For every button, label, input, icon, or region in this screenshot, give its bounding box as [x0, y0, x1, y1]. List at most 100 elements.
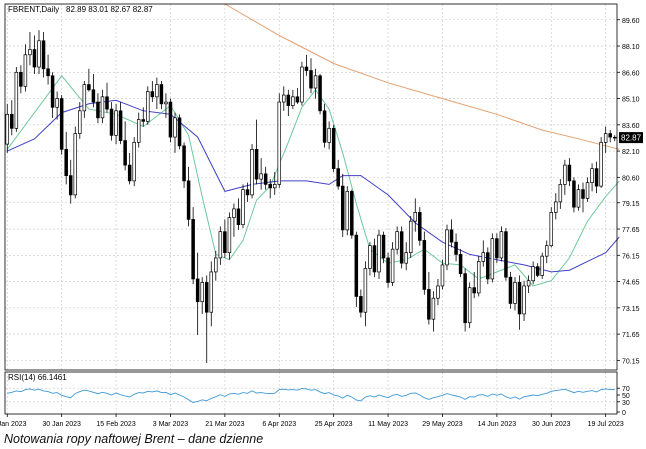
candle — [449, 219, 454, 248]
candle — [182, 142, 186, 188]
candle — [350, 189, 354, 239]
candle — [291, 89, 295, 110]
price-tick-label: 86.60 — [622, 70, 640, 77]
candle — [195, 252, 200, 335]
candle — [345, 186, 350, 236]
candle-body — [14, 71, 19, 129]
candle — [359, 289, 363, 318]
candle — [567, 158, 572, 187]
candle — [408, 215, 413, 258]
candle — [14, 67, 19, 132]
candle-body — [223, 231, 227, 254]
candle — [277, 93, 282, 188]
candle-body — [123, 140, 127, 166]
candle-body — [354, 234, 359, 297]
candle — [322, 103, 327, 148]
candle-body — [209, 271, 214, 313]
chart-area: 89.60 88.10 86.60 85.10 83.60 82.10 80.60 79.15… — [0, 3, 643, 428]
candle — [282, 86, 286, 111]
candle — [232, 203, 236, 237]
candle — [118, 102, 123, 145]
candle-body — [132, 141, 136, 182]
candle — [431, 291, 436, 332]
candle — [159, 81, 164, 110]
candle — [200, 277, 204, 314]
candle-body — [78, 110, 82, 134]
candle-body — [368, 245, 372, 269]
candle — [91, 74, 96, 108]
candle-body — [313, 75, 318, 89]
candle — [41, 32, 46, 78]
candle — [37, 30, 41, 75]
time-tick-label: 30 Jun 2023 — [532, 421, 571, 428]
candle — [499, 226, 504, 262]
candle-body — [236, 208, 241, 225]
price-tick-label: 74.65 — [622, 280, 640, 287]
candle-body — [390, 248, 395, 283]
candle — [82, 81, 87, 118]
candle-body — [522, 285, 526, 315]
candle-body — [558, 184, 563, 203]
candle-body — [146, 91, 150, 122]
candle-body — [214, 257, 218, 273]
candle — [236, 198, 241, 230]
candle-body — [28, 49, 32, 56]
candle-body — [490, 238, 495, 280]
candle — [454, 233, 458, 262]
candle — [558, 179, 563, 209]
candle-body — [544, 245, 549, 257]
price-tick-label: 77.65 — [622, 227, 640, 234]
candle — [458, 249, 463, 278]
rsi-tick-label: 70 — [622, 386, 630, 393]
candle — [535, 263, 540, 278]
candle-body — [495, 238, 499, 259]
candle — [268, 179, 272, 199]
candle-body — [227, 217, 232, 254]
candle-body — [340, 185, 345, 231]
candle — [123, 121, 127, 171]
last-price-badge — [619, 132, 643, 144]
time-tick-label: 11 May 2023 — [368, 421, 408, 428]
price-tick-label: 82.10 — [622, 149, 640, 156]
candle — [286, 89, 291, 117]
candle-body — [590, 168, 594, 183]
candle — [313, 68, 318, 99]
candle-body — [445, 229, 449, 266]
rsi-label: RSI(14) 66.1461 — [8, 373, 67, 382]
candle — [372, 238, 377, 278]
candle — [114, 103, 118, 145]
candle-body — [350, 191, 354, 236]
candle — [309, 58, 313, 94]
candle — [526, 275, 531, 293]
candle-body — [68, 175, 73, 196]
candle-body — [463, 273, 467, 324]
candle — [608, 130, 612, 143]
candle-body — [526, 280, 531, 287]
candle — [64, 131, 68, 185]
candle-body — [182, 145, 186, 182]
candle — [563, 159, 567, 195]
rsi-pane — [7, 388, 615, 403]
main-grid — [5, 4, 617, 370]
candle — [490, 233, 495, 283]
rsi-tick-label: 30 — [622, 400, 630, 407]
moving-average-ma-mid — [7, 99, 620, 273]
price-tick-label: 85.10 — [622, 97, 640, 104]
candle-body — [427, 289, 431, 320]
candle — [304, 54, 309, 76]
time-tick-label: 12 Jan 2023 — [0, 421, 27, 428]
candle-body — [486, 252, 490, 280]
candle — [549, 207, 554, 248]
moving-averages — [6, 3, 620, 287]
candle-body — [204, 282, 209, 313]
candle — [109, 102, 114, 141]
candle — [55, 91, 59, 120]
candle-body — [5, 113, 10, 145]
candle-body — [458, 254, 463, 275]
candle — [245, 182, 250, 202]
moving-average-ma-slow — [224, 3, 620, 150]
candle — [141, 107, 146, 127]
candle — [522, 280, 526, 321]
candle — [495, 233, 499, 264]
price-axis: 89.60 88.10 86.60 85.10 83.60 82.10 80.60 79.15… — [617, 18, 640, 417]
